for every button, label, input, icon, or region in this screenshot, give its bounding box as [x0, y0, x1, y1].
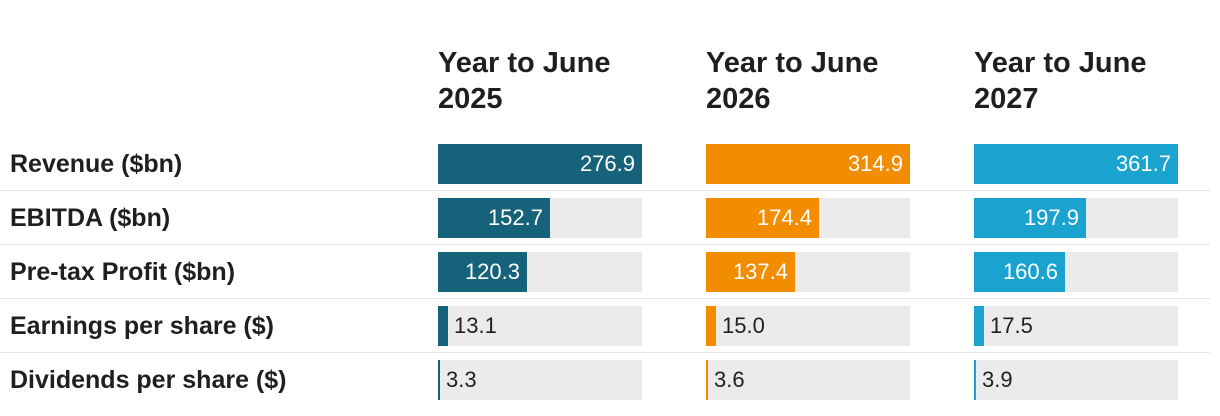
- bar: [706, 360, 708, 400]
- column-header-2025: Year to June 2025: [438, 45, 610, 117]
- bar-value-label: 361.7: [1115, 151, 1171, 176]
- bar-track: 197.9: [974, 198, 1178, 238]
- bar: [974, 198, 1086, 238]
- bar-value-label: 3.6: [714, 367, 745, 392]
- row-label: Dividends per share ($): [10, 366, 287, 394]
- bar-value-label: 160.6: [1002, 259, 1058, 284]
- column-header-line2: 2025: [438, 83, 503, 115]
- row-divider: [0, 244, 1210, 245]
- bar-value-label: 3.9: [982, 367, 1013, 392]
- bar-track: 3.6: [706, 360, 910, 400]
- bar: [974, 252, 1065, 292]
- bar-track: 13.1: [438, 306, 642, 346]
- bar-value-label: 174.4: [756, 205, 812, 230]
- bar: [706, 198, 819, 238]
- bar-track: 174.4: [706, 198, 910, 238]
- bar-value-label: 137.4: [732, 259, 788, 284]
- row-label: Earnings per share ($): [10, 312, 274, 340]
- bar: [974, 144, 1178, 184]
- bar-track: 361.7: [974, 144, 1178, 184]
- bar-value-label: 3.3: [446, 367, 477, 392]
- bar-track: 152.7: [438, 198, 642, 238]
- column-header-line2: 2026: [706, 83, 771, 115]
- column-header-line1: Year to June: [706, 47, 879, 79]
- bar: [706, 306, 716, 346]
- bar: [974, 360, 976, 400]
- bar-value-label: 17.5: [990, 313, 1033, 338]
- column-header-line1: Year to June: [438, 47, 611, 79]
- row-divider: [0, 352, 1210, 353]
- column-header-2026: Year to June 2026: [706, 45, 878, 117]
- bar: [438, 198, 550, 238]
- row-label: EBITDA ($bn): [10, 204, 171, 232]
- bar-track: 160.6: [974, 252, 1178, 292]
- row-divider: [0, 190, 1210, 191]
- bar-value-label: 13.1: [454, 313, 497, 338]
- bar: [438, 252, 527, 292]
- bar-value-label: 120.3: [464, 259, 520, 284]
- bar-value-label: 152.7: [487, 205, 543, 230]
- bar-track: 3.9: [974, 360, 1178, 400]
- bar-value-label: 197.9: [1023, 205, 1079, 230]
- bar-track: 137.4: [706, 252, 910, 292]
- bar-track: 3.3: [438, 360, 642, 400]
- bar-track: 17.5: [974, 306, 1178, 346]
- bar-track: 276.9: [438, 144, 642, 184]
- bar-value-label: 276.9: [579, 151, 635, 176]
- bar: [438, 360, 440, 400]
- bar-value-label: 15.0: [722, 313, 765, 338]
- bar-track: 120.3: [438, 252, 642, 292]
- row-divider: [0, 298, 1210, 299]
- bar-track: 314.9: [706, 144, 910, 184]
- bar: [706, 252, 795, 292]
- row-label: Pre-tax Profit ($bn): [10, 258, 236, 286]
- column-header-line2: 2027: [974, 83, 1039, 115]
- bar: [974, 306, 984, 346]
- row-label: Revenue ($bn): [10, 150, 183, 178]
- column-header-line1: Year to June: [974, 47, 1147, 79]
- bar-track: 15.0: [706, 306, 910, 346]
- bar: [438, 306, 448, 346]
- bar: [438, 144, 642, 184]
- bar-value-label: 314.9: [847, 151, 903, 176]
- column-header-2027: Year to June 2027: [974, 45, 1146, 117]
- bar: [706, 144, 910, 184]
